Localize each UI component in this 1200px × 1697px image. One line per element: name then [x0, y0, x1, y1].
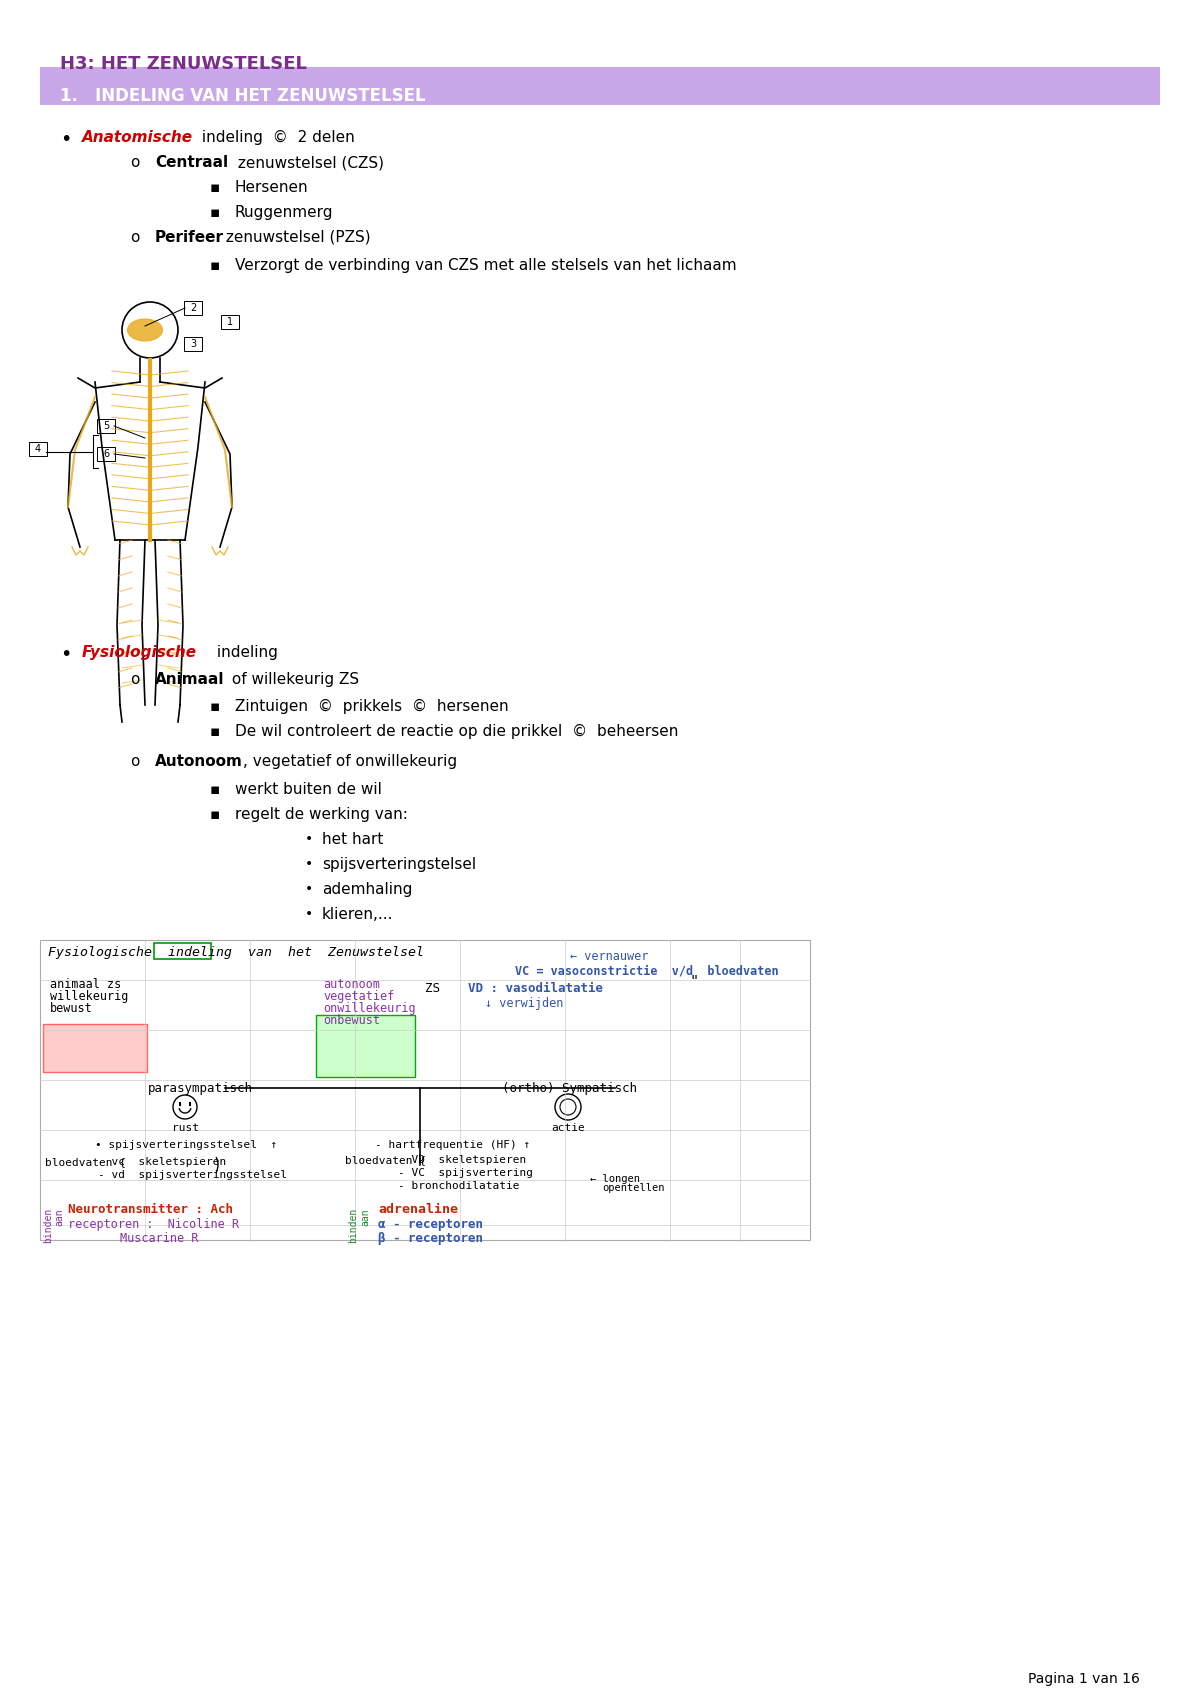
Text: •: •	[60, 131, 71, 149]
Text: aan: aan	[360, 1208, 370, 1225]
Text: ▪: ▪	[210, 258, 221, 273]
Text: indeling  ©  2 delen: indeling © 2 delen	[197, 131, 355, 144]
FancyBboxPatch shape	[40, 940, 810, 1241]
Text: o: o	[130, 753, 139, 769]
Text: binden: binden	[348, 1208, 358, 1244]
Text: •: •	[60, 645, 71, 664]
Text: autonoom: autonoom	[323, 977, 380, 991]
Text: β - receptoren: β - receptoren	[378, 1232, 482, 1246]
Text: ": "	[690, 976, 700, 989]
FancyBboxPatch shape	[97, 419, 115, 433]
Text: • spijsverteringsstelsel  ↑: • spijsverteringsstelsel ↑	[95, 1140, 277, 1151]
Text: o: o	[130, 672, 139, 687]
Text: het hart: het hart	[322, 832, 383, 847]
Text: •: •	[305, 857, 313, 871]
FancyBboxPatch shape	[184, 300, 202, 316]
Text: •: •	[305, 832, 313, 847]
Text: VC = vasoconstrictie  v/d  bloedvaten: VC = vasoconstrictie v/d bloedvaten	[515, 966, 779, 977]
Text: rust: rust	[172, 1123, 198, 1134]
Text: VD : vasodilatatie: VD : vasodilatatie	[468, 983, 604, 994]
Text: werkt buiten de wil: werkt buiten de wil	[235, 782, 382, 798]
Text: 3: 3	[190, 339, 196, 350]
Text: Pagina 1 van 16: Pagina 1 van 16	[1028, 1672, 1140, 1687]
Text: Autonoom: Autonoom	[155, 753, 242, 769]
FancyBboxPatch shape	[29, 441, 47, 456]
Text: bloedvaten {: bloedvaten {	[46, 1157, 126, 1168]
Text: ▪: ▪	[210, 782, 221, 798]
Text: adrenaline: adrenaline	[378, 1203, 458, 1217]
Text: parasympatisch: parasympatisch	[148, 1083, 253, 1095]
Text: o: o	[130, 231, 139, 244]
Text: ▪: ▪	[210, 808, 221, 821]
Text: ▪: ▪	[210, 205, 221, 221]
Text: Animaal: Animaal	[155, 672, 224, 687]
Text: 6: 6	[103, 450, 109, 458]
Text: Anatomische: Anatomische	[82, 131, 193, 144]
Text: Verzorgt de verbinding van CZS met alle stelsels van het lichaam: Verzorgt de verbinding van CZS met alle …	[235, 258, 737, 273]
Text: - VC  spijsvertering: - VC spijsvertering	[398, 1168, 533, 1178]
Text: ZS: ZS	[425, 983, 440, 994]
Text: Centraal: Centraal	[155, 154, 228, 170]
Text: Neurotransmitter : Ach: Neurotransmitter : Ach	[68, 1203, 233, 1217]
Text: vegetatief: vegetatief	[323, 989, 395, 1003]
Text: indeling: indeling	[212, 645, 278, 660]
FancyBboxPatch shape	[316, 1015, 415, 1078]
Text: H3: HET ZENUWSTELSEL: H3: HET ZENUWSTELSEL	[60, 54, 307, 73]
Text: ↓ verwijden: ↓ verwijden	[485, 998, 563, 1010]
Text: receptoren :  Nicoline R: receptoren : Nicoline R	[68, 1218, 239, 1230]
Text: •: •	[305, 882, 313, 896]
Text: Muscarine R: Muscarine R	[120, 1232, 198, 1246]
Text: Hersenen: Hersenen	[235, 180, 308, 195]
Text: spijsverteringstelsel: spijsverteringstelsel	[322, 857, 476, 872]
Text: , vegetatief of onwillekeurig: , vegetatief of onwillekeurig	[242, 753, 457, 769]
Text: Perifeer: Perifeer	[155, 231, 224, 244]
Text: ▪: ▪	[210, 180, 221, 195]
Text: 1.   INDELING VAN HET ZENUWSTELSEL: 1. INDELING VAN HET ZENUWSTELSEL	[60, 87, 426, 105]
Text: Ruggenmerg: Ruggenmerg	[235, 205, 334, 221]
Text: 5: 5	[103, 421, 109, 431]
Text: 1: 1	[227, 317, 233, 328]
Text: regelt de werking van:: regelt de werking van:	[235, 808, 408, 821]
FancyBboxPatch shape	[43, 1023, 148, 1073]
Text: (ortho) Sympatisch: (ortho) Sympatisch	[502, 1083, 637, 1095]
FancyBboxPatch shape	[184, 338, 202, 351]
Text: ademhaling: ademhaling	[322, 882, 413, 898]
Text: willekeurig: willekeurig	[50, 989, 128, 1003]
Text: - vc  skeletspieren: - vc skeletspieren	[98, 1157, 227, 1168]
Text: bloedvaten {: bloedvaten {	[346, 1156, 426, 1166]
Text: of willekeurig ZS: of willekeurig ZS	[227, 672, 359, 687]
Text: α - receptoren: α - receptoren	[378, 1218, 482, 1230]
Text: bewust: bewust	[50, 1001, 92, 1015]
Text: onbewust: onbewust	[323, 1015, 380, 1027]
Text: 4: 4	[35, 445, 41, 455]
Text: De wil controleert de reactie op die prikkel  ©  beheersen: De wil controleert de reactie op die pri…	[235, 725, 678, 738]
Text: 2: 2	[190, 304, 196, 312]
Text: - hartfrequentie (HF) ↑: - hartfrequentie (HF) ↑	[374, 1140, 530, 1151]
Text: Fysiologische: Fysiologische	[82, 645, 197, 660]
Text: klieren,...: klieren,...	[322, 906, 394, 921]
Text: animaal zs: animaal zs	[50, 977, 121, 991]
FancyBboxPatch shape	[97, 446, 115, 462]
Text: ▪: ▪	[210, 725, 221, 738]
Text: ▪: ▪	[210, 699, 221, 714]
Text: aan: aan	[54, 1208, 64, 1225]
Text: ← vernauwer: ← vernauwer	[570, 950, 648, 962]
FancyBboxPatch shape	[40, 66, 1160, 105]
Text: opentellen: opentellen	[602, 1183, 665, 1193]
Text: - VD  skeletspieren: - VD skeletspieren	[398, 1156, 527, 1166]
Text: binden: binden	[43, 1208, 53, 1244]
Text: •: •	[305, 906, 313, 921]
Text: onwillekeurig: onwillekeurig	[323, 1001, 415, 1015]
Text: - vd  spijsverteringsstelsel: - vd spijsverteringsstelsel	[98, 1169, 287, 1179]
Text: Zintuigen  ©  prikkels  ©  hersenen: Zintuigen © prikkels © hersenen	[235, 699, 509, 714]
Text: - bronchodilatatie: - bronchodilatatie	[398, 1181, 520, 1191]
Text: zenuwstelsel (PZS): zenuwstelsel (PZS)	[221, 231, 371, 244]
Text: zenuwstelsel (CZS): zenuwstelsel (CZS)	[233, 154, 384, 170]
FancyBboxPatch shape	[221, 316, 239, 329]
Text: Fysiologische  indeling  van  het  Zenuwstelsel: Fysiologische indeling van het Zenuwstel…	[48, 945, 424, 959]
Ellipse shape	[127, 319, 162, 341]
Text: ← longen: ← longen	[590, 1174, 640, 1185]
Text: actie: actie	[551, 1123, 584, 1134]
Text: o: o	[130, 154, 139, 170]
